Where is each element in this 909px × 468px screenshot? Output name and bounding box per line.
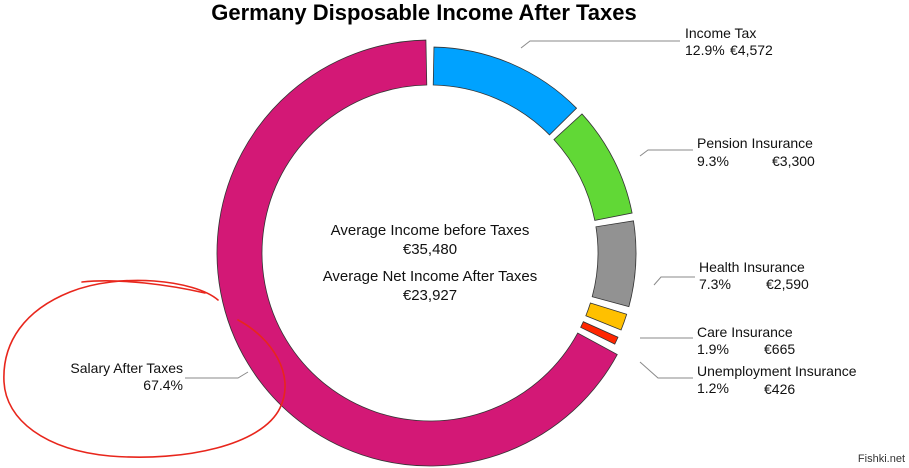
label-pension-insurance-name: Pension Insurance <box>697 135 813 151</box>
chart-title: Germany Disposable Income After Taxes <box>211 0 637 25</box>
label-unemployment-insurance-value: €426 <box>764 381 795 397</box>
leader-line-pension-insurance <box>639 149 693 157</box>
center-text: Average Income before Taxes €35,480 Aver… <box>323 222 538 304</box>
slice-salary-after-taxes <box>216 39 618 467</box>
slice-labels: Income Tax 12.9% €4,572 Pension Insuranc… <box>70 25 856 397</box>
slice-pension-insurance <box>553 113 633 221</box>
center-value-income-before-taxes: €35,480 <box>403 241 457 258</box>
watermark: Fishki.net <box>858 453 905 465</box>
leader-lines <box>185 40 695 379</box>
label-unemployment-insurance-percent: 1.2% <box>697 380 729 396</box>
label-unemployment-insurance-name: Unemployment Insurance <box>697 363 857 379</box>
label-income-tax-value: €4,572 <box>730 42 773 58</box>
label-care-insurance-name: Care Insurance <box>697 324 793 340</box>
leader-line-salary-after-taxes <box>185 371 249 379</box>
label-income-tax-name: Income Tax <box>685 25 756 41</box>
label-salary-after-taxes-name: Salary After Taxes <box>70 360 183 376</box>
center-line-income-before-taxes: Average Income before Taxes <box>331 222 530 239</box>
donut-slices <box>216 39 637 467</box>
slice-unemployment-insurance <box>580 321 619 345</box>
slice-care-insurance <box>585 302 628 331</box>
label-income-tax-percent: 12.9% <box>685 42 725 58</box>
hand-drawn-circle-annotation <box>3 279 286 458</box>
label-health-insurance-value: €2,590 <box>766 276 809 292</box>
slice-income-tax <box>432 46 578 136</box>
center-value-net-income: €23,927 <box>403 287 457 304</box>
label-pension-insurance-value: €3,300 <box>772 153 815 169</box>
label-health-insurance-percent: 7.3% <box>699 276 731 292</box>
leader-line-unemployment-insurance <box>639 361 693 379</box>
leader-line-income-tax <box>520 40 680 49</box>
label-health-insurance-name: Health Insurance <box>699 259 805 275</box>
label-salary-after-taxes-percent: 67.4% <box>143 377 183 393</box>
center-line-net-income: Average Net Income After Taxes <box>323 268 538 285</box>
label-pension-insurance-percent: 9.3% <box>697 153 729 169</box>
leader-line-health-insurance <box>653 276 695 286</box>
label-care-insurance-percent: 1.9% <box>697 341 729 357</box>
slice-health-insurance <box>591 220 637 308</box>
label-care-insurance-value: €665 <box>764 341 795 357</box>
